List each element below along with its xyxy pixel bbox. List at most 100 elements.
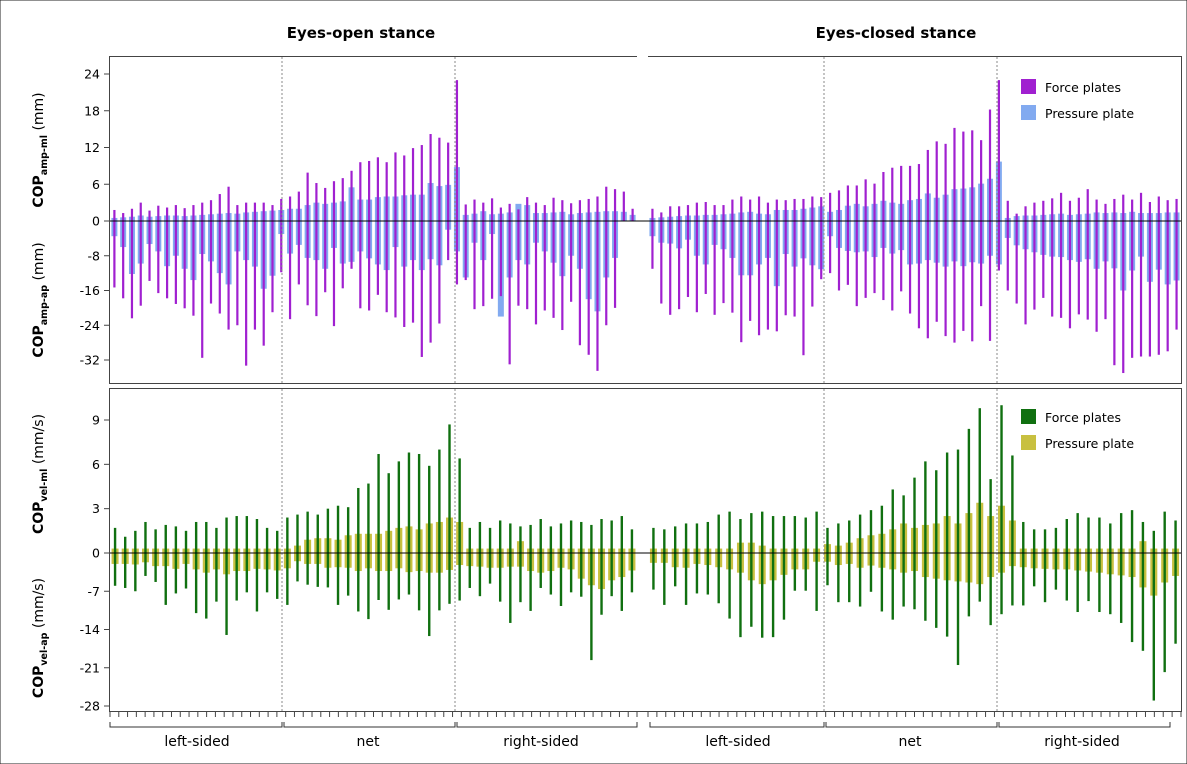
amplitude-eyes_closed-force-neg-bar <box>1104 221 1107 320</box>
velocity-eyes_closed-force-neg-bar <box>761 553 764 638</box>
amplitude-eyes_closed-force-neg-bar <box>677 221 681 310</box>
amplitude-y-tick-label: -24 <box>80 318 100 333</box>
velocity-eyes_open-force-pos-bar <box>326 508 330 553</box>
velocity-eyes_closed-force-pos-bar <box>891 489 894 553</box>
velocity-eyes_closed-force-neg-bar <box>1119 553 1123 623</box>
velocity-eyes_open-force-pos-bar <box>458 458 461 553</box>
velocity-eyes_open-force-neg-bar <box>265 553 269 593</box>
amplitude-eyes_open-force-pos-bar <box>271 205 274 221</box>
amplitude-eyes_open-force-pos-bar <box>490 198 494 221</box>
group-label-right-sided-closed: right-sided <box>1044 734 1120 750</box>
amplitude-eyes_closed-force-pos-bar <box>722 205 725 221</box>
amplitude-eyes_open-force-neg-bar <box>420 221 423 357</box>
velocity-eyes_open-force-neg-bar <box>519 553 522 603</box>
amplitude-eyes_open-force-neg-bar <box>324 221 327 293</box>
velocity-eyes_open-force-neg-bar <box>296 553 299 582</box>
velocity-eyes_closed-force-neg-bar <box>1054 553 1058 590</box>
velocity-eyes_open-force-pos-bar <box>194 521 198 553</box>
velocity-eyes_closed-force-neg-bar <box>1109 553 1112 615</box>
velocity-eyes_closed-force-pos-bar <box>935 470 938 553</box>
amplitude-eyes_closed-force-neg-bar <box>802 221 805 356</box>
velocity-eyes_open-force-pos-bar <box>346 507 350 553</box>
velocity-eyes_closed-force-neg-bar <box>793 553 797 591</box>
amplitude-eyes_closed-force-pos-bar <box>1166 200 1169 221</box>
amplitude-eyes_open-force-neg-bar <box>262 221 265 346</box>
velocity-eyes_open-force-neg-bar <box>113 553 117 586</box>
amplitude-eyes_closed-force-neg-bar <box>997 221 1000 271</box>
amplitude-eyes_open-force-neg-bar <box>482 221 485 307</box>
velocity-eyes_open-force-pos-bar <box>509 523 512 553</box>
velocity-eyes_closed-force-neg-bar <box>978 553 981 602</box>
velocity-eyes_open-force-neg-bar <box>326 553 330 588</box>
velocity-eyes_open-force-neg-bar <box>478 553 482 597</box>
velocity-eyes_closed-force-neg-bar <box>1032 553 1036 587</box>
amplitude-eyes_closed-force-neg-bar <box>686 221 690 298</box>
amplitude-eyes_open-force-neg-bar <box>368 221 371 311</box>
velocity-eyes_open-force-pos-bar <box>559 523 563 553</box>
amplitude-eyes_open-force-neg-bar <box>455 221 459 285</box>
velocity-eyes_closed-force-pos-bar <box>880 505 884 553</box>
amplitude-eyes_open-force-pos-bar <box>183 208 186 221</box>
amplitude-eyes_open-force-neg-bar <box>165 221 169 299</box>
amplitude-eyes_closed-force-neg-bar <box>731 221 734 313</box>
velocity-eyes_closed-force-neg-bar <box>695 553 699 594</box>
velocity-eyes_closed-force-pos-bar <box>652 527 655 553</box>
velocity-eyes_open-force-neg-bar <box>458 553 461 601</box>
amplitude-eyes_open-force-pos-bar <box>280 198 283 221</box>
velocity-eyes_closed-force-pos-bar <box>782 516 786 553</box>
velocity-eyes_closed-force-pos-bar <box>750 513 753 553</box>
amplitude-eyes_closed-force-neg-bar <box>1077 221 1080 315</box>
amplitude-eyes_closed-force-pos-bar <box>1033 202 1036 221</box>
velocity-eyes_open-force-neg-bar <box>255 553 259 612</box>
amplitude-eyes_open-force-neg-bar <box>429 221 432 343</box>
x-ticks <box>109 711 1182 717</box>
amplitude-bars <box>111 80 1180 374</box>
amplitude-eyes_open-force-neg-bar <box>613 221 617 308</box>
group-label-right-sided-open: right-sided <box>503 734 579 750</box>
amplitude-eyes_closed-force-neg-bar <box>1042 221 1045 298</box>
velocity-eyes_closed-force-pos-bar <box>1087 517 1090 553</box>
amplitude-eyes_open-force-pos-bar <box>613 189 617 221</box>
amplitude-eyes_closed-force-pos-bar <box>980 140 983 221</box>
amplitude-eyes_open-force-neg-bar <box>394 221 397 318</box>
velocity-eyes_open-force-pos-bar <box>519 526 522 553</box>
amplitude-eyes_closed-force-neg-bar <box>1122 221 1125 374</box>
amplitude-eyes_open-force-pos-bar <box>561 200 564 221</box>
velocity-eyes_closed-force-neg-bar <box>869 553 873 592</box>
velocity-eyes_closed-force-neg-bar <box>935 553 938 628</box>
y-label-amp-ap: COPamp-ap (mm) <box>31 242 50 357</box>
velocity-eyes_open-force-neg-bar <box>194 553 198 614</box>
group-bracket <box>998 722 1171 728</box>
amplitude-eyes_closed-force-neg-bar <box>1113 221 1116 366</box>
amplitude-eyes_closed-force-pos-bar <box>731 199 734 221</box>
amplitude-eyes_open-force-neg-bar <box>350 221 353 269</box>
amplitude-eyes_closed-force-neg-bar <box>749 221 752 321</box>
amplitude-eyes_closed-force-pos-bar <box>1042 200 1045 221</box>
velocity-eyes_closed-force-pos-bar <box>706 521 710 553</box>
amplitude-eyes_closed-force-pos-bar <box>686 205 690 221</box>
velocity-eyes_closed-force-neg-bar <box>826 553 829 586</box>
velocity-y-tick-label: 0 <box>92 546 100 561</box>
amplitude-eyes_closed-force-neg-bar <box>864 221 867 298</box>
velocity-eyes_open-force-pos-bar <box>569 520 573 553</box>
amplitude-eyes_closed-force-neg-bar <box>1033 221 1036 310</box>
velocity-eyes_closed-force-pos-bar <box>1098 517 1101 553</box>
amplitude-eyes_open-force-pos-bar <box>543 205 546 221</box>
velocity-eyes_closed-force-pos-bar <box>1076 513 1079 553</box>
velocity-eyes_open-force-neg-bar <box>276 553 279 599</box>
velocity-eyes_open-force-neg-bar <box>549 553 553 595</box>
velocity-y-tick-label: -14 <box>80 622 100 637</box>
legend-swatch-pressure-amp <box>1021 105 1036 120</box>
amplitude-eyes_open-force-neg-bar <box>341 221 344 289</box>
amplitude-eyes_open-force-neg-bar <box>411 221 415 323</box>
amplitude-y-tick-label: -16 <box>80 283 100 298</box>
amplitude-eyes_open-force-neg-bar <box>447 221 450 261</box>
velocity-eyes_closed-force-neg-bar <box>1174 553 1177 644</box>
velocity-eyes_open-force-neg-bar <box>620 553 623 611</box>
velocity-eyes_closed-force-pos-bar <box>815 511 818 553</box>
amplitude-eyes_open-force-neg-bar <box>534 221 538 325</box>
amplitude-eyes_open-force-neg-bar <box>297 221 300 285</box>
velocity-eyes_open-force-neg-bar <box>529 553 532 611</box>
velocity-eyes_open-force-neg-bar <box>154 553 157 582</box>
